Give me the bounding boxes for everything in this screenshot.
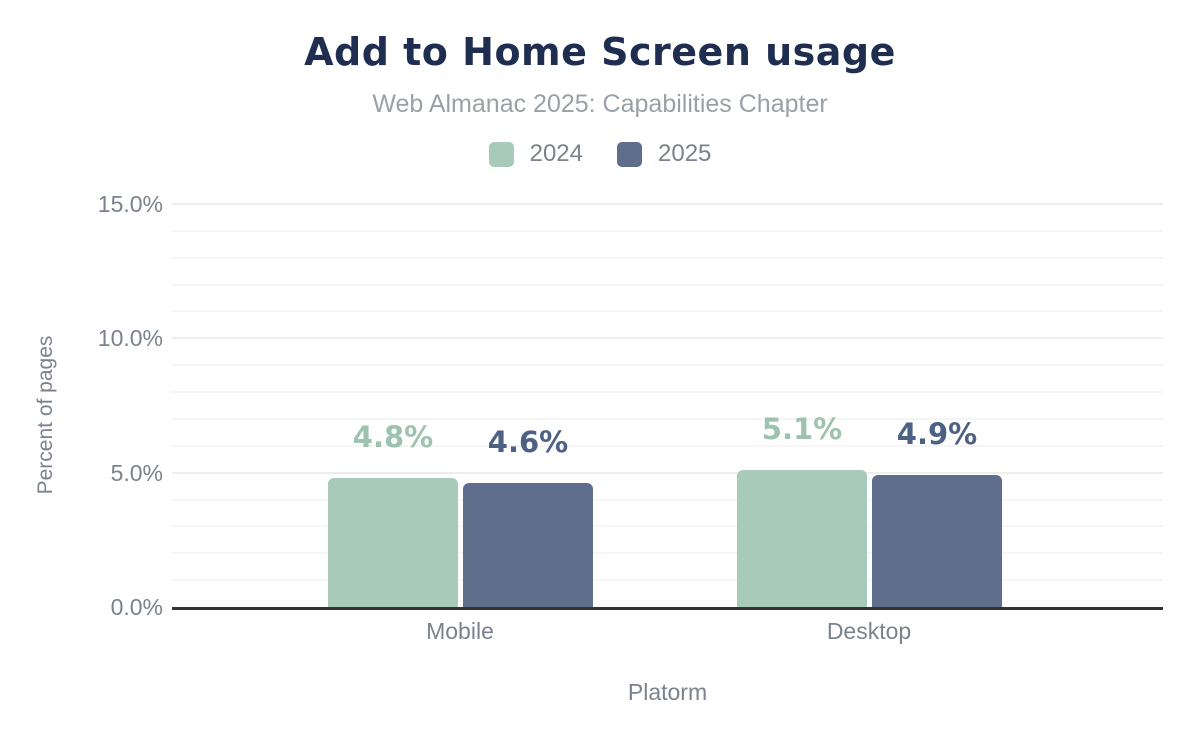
minor-gridline <box>172 230 1163 232</box>
legend-swatch-2024 <box>488 141 514 167</box>
major-gridline <box>172 472 1163 474</box>
legend-label: 2024 <box>529 140 583 167</box>
minor-gridline <box>172 391 1163 393</box>
minor-gridline <box>172 310 1163 312</box>
chart-legend: 2024 2025 <box>0 140 1200 168</box>
major-gridline <box>172 337 1163 339</box>
value-label-2024-mobile: 4.8% <box>352 420 434 454</box>
x-axis-line <box>172 607 1163 610</box>
minor-gridline <box>172 579 1163 581</box>
bar-2024-mobile[interactable] <box>328 478 458 607</box>
minor-gridline <box>172 499 1163 501</box>
legend-item-2024[interactable]: 2024 <box>488 140 583 168</box>
y-tick-label: 5.0% <box>110 460 163 486</box>
legend-item-2025[interactable]: 2025 <box>617 140 711 168</box>
chart-title: Add to Home Screen usage <box>304 30 896 74</box>
x-axis-title: Platorm <box>627 679 708 705</box>
legend-label: 2025 <box>658 140 712 167</box>
value-label-2025-desktop: 4.9% <box>896 417 978 451</box>
minor-gridline <box>172 525 1163 527</box>
bar-2025-mobile[interactable] <box>463 483 593 607</box>
value-label-2025-mobile: 4.6% <box>487 425 569 459</box>
value-label-2024-desktop: 5.1% <box>761 412 843 446</box>
y-tick-label: 10.0% <box>97 325 163 351</box>
major-gridline <box>172 203 1163 205</box>
y-tick-label: 0.0% <box>110 594 163 620</box>
minor-gridline <box>172 445 1163 447</box>
minor-gridline <box>172 418 1163 420</box>
x-tick-label-desktop: Desktop <box>826 618 912 644</box>
minor-gridline <box>172 552 1163 554</box>
y-axis-title: Percent of pages <box>34 335 57 495</box>
x-tick-label-mobile: Mobile <box>426 618 494 644</box>
minor-gridline <box>172 364 1163 366</box>
legend-swatch-2025 <box>617 141 642 167</box>
y-tick-label: 15.0% <box>97 191 163 217</box>
minor-gridline <box>172 257 1163 259</box>
bar-2024-desktop[interactable] <box>737 470 867 607</box>
minor-gridline <box>172 284 1163 286</box>
chart-subtitle: Web Almanac 2025: Capabilities Chapter <box>372 90 828 118</box>
bar-2025-desktop[interactable] <box>872 475 1002 607</box>
